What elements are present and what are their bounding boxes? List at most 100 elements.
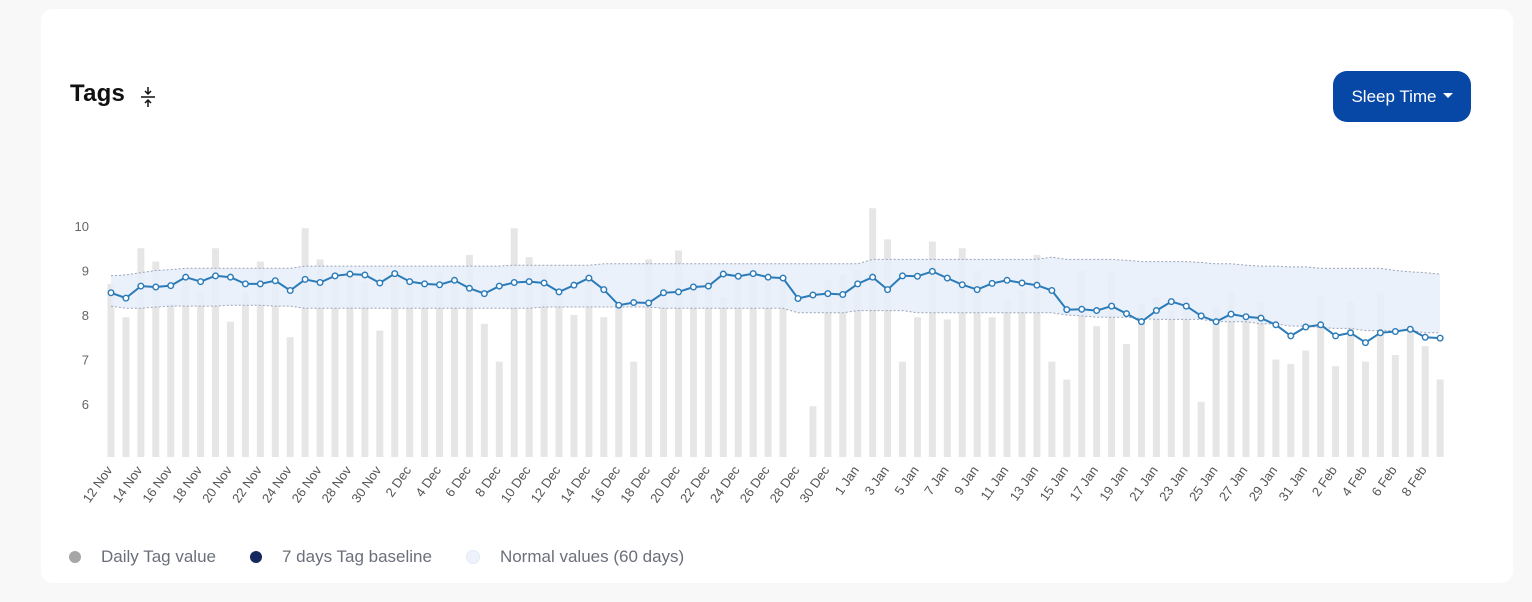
x-tick-label: 4 Feb xyxy=(1339,463,1370,499)
x-tick-label: 17 Jan xyxy=(1066,463,1101,504)
daily-value-bar xyxy=(450,283,458,457)
daily-value-bar xyxy=(630,361,638,457)
daily-value-bar xyxy=(540,270,548,457)
baseline-point xyxy=(958,281,966,289)
baseline-point xyxy=(1287,332,1295,340)
baseline-point xyxy=(391,270,399,278)
baseline-point xyxy=(988,279,996,287)
daily-value-bar xyxy=(749,270,757,457)
baseline-point xyxy=(1421,333,1429,341)
baseline-point xyxy=(1123,310,1131,318)
daily-value-bar xyxy=(212,248,220,457)
daily-value-bar xyxy=(510,228,518,457)
daily-value-bar xyxy=(884,239,892,457)
daily-value-bar xyxy=(779,281,787,457)
daily-value-bar xyxy=(869,208,877,457)
baseline-point xyxy=(1093,307,1101,315)
daily-value-bar xyxy=(1078,270,1086,457)
baseline-point xyxy=(1376,329,1384,337)
baseline-point xyxy=(854,280,862,288)
daily-value-bar xyxy=(226,321,234,457)
daily-value-bar xyxy=(495,361,503,457)
x-tick-label: 10 Dec xyxy=(498,463,534,506)
daily-value-bar xyxy=(376,330,384,457)
daily-value-bar xyxy=(1287,363,1295,457)
daily-value-bar xyxy=(958,248,966,457)
daily-value-bar xyxy=(1227,292,1235,457)
baseline-point xyxy=(704,282,712,290)
daily-value-bar xyxy=(1182,297,1190,457)
normal-range-upper xyxy=(110,256,1441,277)
daily-value-bar xyxy=(436,272,444,457)
daily-value-bar xyxy=(988,317,996,457)
x-tick-label: 19 Jan xyxy=(1096,463,1131,504)
daily-value-bar xyxy=(1212,306,1220,457)
baseline-point xyxy=(1018,279,1026,287)
baseline-point xyxy=(943,274,951,282)
compress-icon[interactable] xyxy=(139,86,157,108)
daily-value-bar xyxy=(286,337,294,457)
daily-value-bar xyxy=(674,250,682,457)
baseline-point xyxy=(256,280,264,288)
baseline-point xyxy=(271,277,279,285)
baseline-point xyxy=(361,271,369,279)
baseline-point xyxy=(1063,306,1071,314)
daily-value-bar xyxy=(391,274,399,457)
daily-value-bar xyxy=(1272,359,1280,457)
baseline-point xyxy=(436,281,444,289)
baseline-point xyxy=(197,278,205,286)
baseline-point xyxy=(1227,310,1235,318)
page-title: Tags xyxy=(70,80,126,107)
x-tick-label: 13 Jan xyxy=(1007,463,1042,504)
baseline-point xyxy=(346,270,354,278)
daily-value-bar xyxy=(704,270,712,457)
baseline-point xyxy=(525,278,533,286)
daily-value-bar xyxy=(1361,361,1369,457)
baseline-point xyxy=(1167,298,1175,306)
baseline-point xyxy=(674,288,682,296)
daily-value-bar xyxy=(167,303,175,457)
daily-value-bar xyxy=(465,254,473,457)
x-tick-label: 18 Dec xyxy=(617,463,653,506)
daily-value-bar xyxy=(1347,301,1355,457)
daily-value-bar xyxy=(1332,366,1340,457)
daily-value-bar xyxy=(137,248,145,457)
daily-value-bar xyxy=(555,292,563,457)
baseline-point xyxy=(152,283,160,291)
daily-value-bar xyxy=(585,279,593,457)
x-tick-label: 6 Dec xyxy=(442,463,474,500)
daily-value-bar xyxy=(1421,346,1429,457)
metric-dropdown-button[interactable]: Sleep Time xyxy=(1333,71,1471,122)
baseline-point xyxy=(1332,332,1340,340)
daily-value-bar xyxy=(1391,355,1399,457)
daily-value-bar xyxy=(1048,361,1056,457)
baseline-point xyxy=(1361,339,1369,347)
daily-value-bar xyxy=(854,270,862,457)
daily-value-bar xyxy=(1376,292,1384,457)
x-tick-label: 18 Nov xyxy=(169,463,205,506)
x-tick-label: 26 Dec xyxy=(737,463,773,506)
legend-item-daily[interactable]: Daily Tag value xyxy=(69,547,216,567)
legend-item-baseline[interactable]: 7 days Tag baseline xyxy=(249,547,432,567)
y-tick-label: 10 xyxy=(75,219,89,234)
baseline-point xyxy=(376,279,384,287)
baseline-point xyxy=(1347,329,1355,337)
y-tick-label: 9 xyxy=(82,264,89,279)
legend-item-normal[interactable]: Normal values (60 days) xyxy=(465,547,685,567)
x-tick-label: 24 Nov xyxy=(259,463,295,506)
x-tick-label: 5 Jan xyxy=(891,463,922,498)
x-tick-label: 14 Dec xyxy=(557,463,593,506)
legend-label-normal: Normal values (60 days) xyxy=(499,547,685,566)
baseline-point xyxy=(1137,318,1145,326)
legend-label-baseline: 7 days Tag baseline xyxy=(281,547,432,566)
x-tick-label: 21 Jan xyxy=(1126,463,1161,504)
x-tick-label: 20 Nov xyxy=(199,463,235,506)
daily-value-bar xyxy=(1093,326,1101,457)
legend-label-daily: Daily Tag value xyxy=(101,547,216,566)
x-tick-label: 28 Dec xyxy=(767,463,803,506)
daily-value-bar xyxy=(122,317,130,457)
legend-dot-normal xyxy=(465,550,480,564)
x-tick-label: 22 Nov xyxy=(229,463,265,506)
daily-value-bar xyxy=(182,279,190,457)
